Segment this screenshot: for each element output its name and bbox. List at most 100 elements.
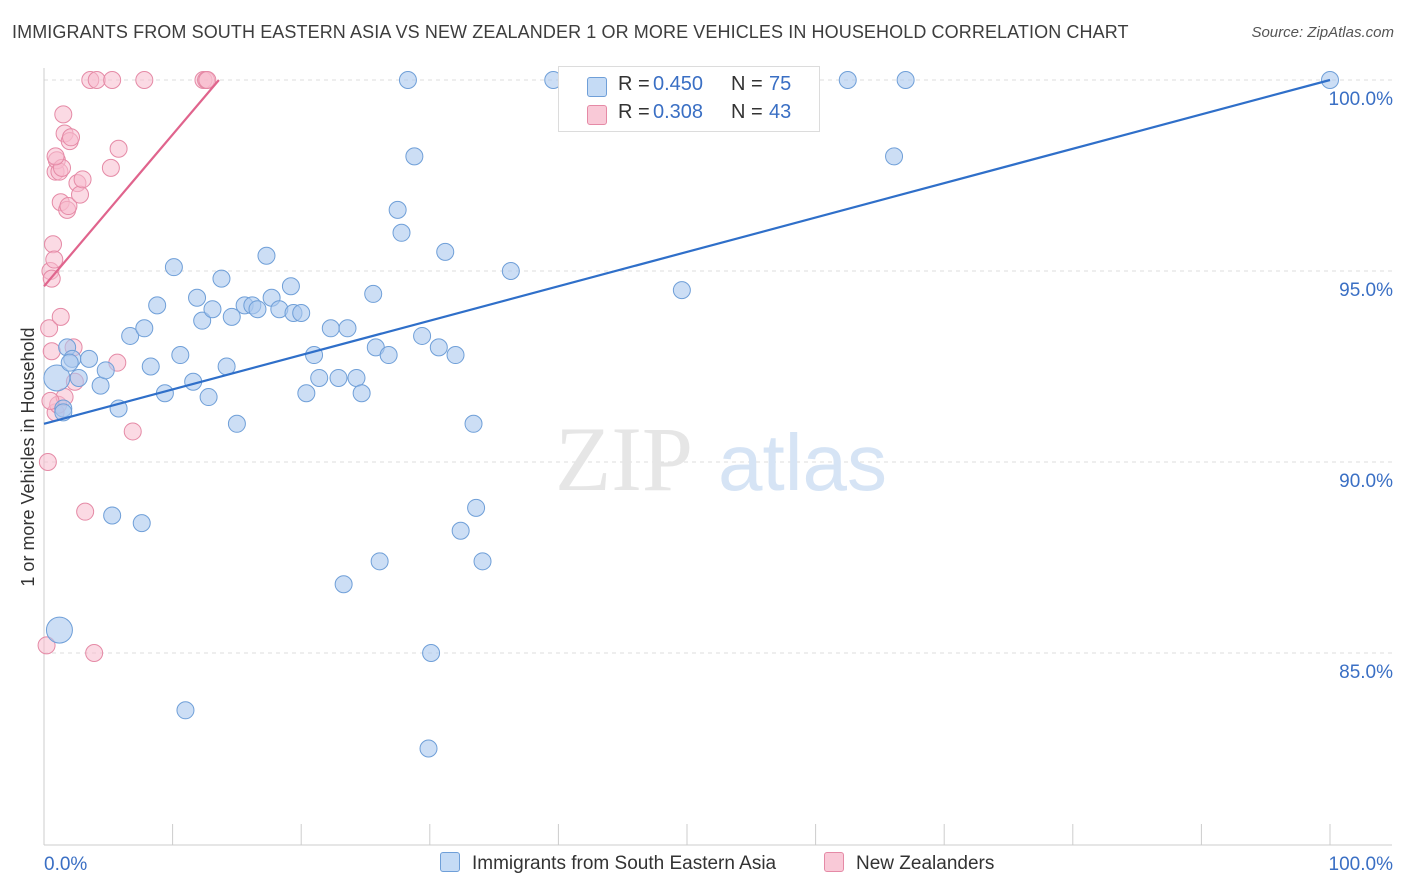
data-point-immigrants-sea bbox=[838, 71, 857, 89]
data-point-immigrants-sea bbox=[199, 388, 218, 407]
data-point-immigrants-sea bbox=[419, 739, 438, 758]
data-point-new-zealanders bbox=[85, 644, 104, 662]
legend-swatch-blue bbox=[587, 77, 607, 97]
y-tick-label: 85.0% bbox=[1339, 662, 1393, 683]
chart-title: IMMIGRANTS FROM SOUTH EASTERN ASIA VS NE… bbox=[12, 22, 1129, 42]
data-point-immigrants-sea bbox=[297, 384, 316, 403]
data-point-new-zealanders bbox=[103, 71, 122, 89]
data-point-immigrants-sea bbox=[91, 376, 110, 395]
legend-swatch-pink bbox=[587, 105, 607, 125]
series-new-zealanders bbox=[37, 71, 217, 662]
source-label: Source: ZipAtlas.com bbox=[1251, 24, 1394, 41]
data-point-new-zealanders bbox=[44, 235, 63, 254]
legend-n-value: 75 bbox=[769, 73, 792, 95]
y-tick-labels: 85.0% 90.0% 95.0% 100.0% bbox=[1329, 89, 1394, 683]
data-point-immigrants-sea bbox=[379, 346, 398, 365]
data-point-immigrants-sea bbox=[467, 498, 486, 517]
legend-n-value: 43 bbox=[769, 101, 792, 123]
data-point-immigrants-sea bbox=[176, 701, 195, 720]
data-point-new-zealanders bbox=[198, 71, 217, 89]
data-point-immigrants-sea bbox=[473, 552, 492, 571]
data-point-immigrants-sea bbox=[405, 147, 424, 166]
data-point-immigrants-sea bbox=[132, 514, 151, 533]
data-point-immigrants-sea bbox=[80, 349, 99, 368]
data-point-new-zealanders bbox=[87, 71, 106, 89]
data-point-immigrants-sea bbox=[321, 319, 340, 338]
legend-r-value: 0.308 bbox=[653, 101, 704, 123]
data-point-immigrants-sea bbox=[257, 246, 276, 265]
data-point-immigrants-sea bbox=[193, 311, 212, 330]
data-point-immigrants-sea bbox=[141, 357, 160, 376]
data-point-new-zealanders bbox=[71, 185, 90, 204]
data-point-immigrants-sea bbox=[103, 506, 122, 525]
data-point-immigrants-sea bbox=[135, 319, 154, 338]
data-point-immigrants-sea bbox=[248, 300, 267, 319]
data-point-immigrants-sea bbox=[310, 368, 329, 387]
bottom-legend-pink: New Zealanders bbox=[824, 852, 994, 875]
data-point-immigrants-sea bbox=[347, 368, 366, 387]
data-point-new-zealanders bbox=[109, 139, 128, 158]
bottom-legend-swatch-blue bbox=[440, 852, 460, 872]
y-tick-label: 95.0% bbox=[1339, 280, 1393, 301]
trend-lines bbox=[43, 78, 1331, 425]
y-axis-label: 1 or more Vehicles in Household bbox=[18, 327, 38, 586]
data-point-immigrants-sea bbox=[413, 326, 432, 345]
data-point-immigrants-sea bbox=[398, 71, 417, 89]
data-point-new-zealanders bbox=[135, 71, 154, 89]
legend-r-label: R = bbox=[618, 73, 650, 95]
data-point-immigrants-sea bbox=[334, 575, 353, 594]
watermark: ZIP atlas bbox=[555, 408, 887, 510]
data-point-new-zealanders bbox=[40, 319, 59, 338]
data-point-immigrants-sea bbox=[501, 262, 520, 280]
data-point-new-zealanders bbox=[45, 250, 64, 269]
data-point-new-zealanders bbox=[51, 307, 70, 326]
data-point-immigrants-sea bbox=[370, 552, 389, 571]
data-point-immigrants-sea bbox=[338, 319, 357, 338]
gridlines bbox=[44, 79, 1392, 654]
data-point-immigrants-sea bbox=[392, 223, 411, 242]
data-point-new-zealanders bbox=[76, 502, 95, 521]
data-point-immigrants-sea bbox=[896, 71, 915, 89]
legend-r-value: 0.450 bbox=[653, 73, 704, 95]
data-point-immigrants-sea bbox=[429, 338, 448, 357]
data-point-immigrants-sea bbox=[672, 281, 691, 300]
data-point-immigrants-sea bbox=[222, 307, 241, 326]
trend-line-immigrants-sea bbox=[43, 78, 1331, 425]
data-point-immigrants-sea bbox=[96, 361, 115, 380]
data-point-immigrants-sea bbox=[451, 521, 470, 540]
watermark-atlas: atlas bbox=[718, 418, 887, 507]
data-point-immigrants-sea bbox=[212, 269, 231, 288]
watermark-zip: ZIP bbox=[555, 408, 693, 510]
data-point-immigrants-sea bbox=[352, 384, 371, 403]
data-point-immigrants-sea bbox=[45, 616, 73, 644]
data-point-immigrants-sea bbox=[388, 200, 407, 219]
x-tick-labels: 0.0% 100.0% bbox=[44, 854, 1393, 875]
legend-r-label: R = bbox=[618, 101, 650, 123]
data-point-immigrants-sea bbox=[329, 368, 348, 387]
data-point-new-zealanders bbox=[42, 342, 61, 361]
legend: R = 0.450 N = 75 R = 0.308 N = 43 bbox=[558, 66, 820, 132]
bottom-legend-swatch-pink bbox=[824, 852, 844, 872]
data-point-immigrants-sea bbox=[464, 414, 483, 433]
legend-n-label: N = bbox=[731, 73, 763, 95]
data-point-new-zealanders bbox=[46, 147, 65, 166]
data-point-new-zealanders bbox=[37, 636, 56, 655]
data-point-immigrants-sea bbox=[227, 414, 246, 433]
data-point-immigrants-sea bbox=[292, 304, 311, 323]
trend-line-new-zealanders bbox=[43, 79, 220, 287]
data-point-immigrants-sea bbox=[281, 277, 300, 296]
data-point-immigrants-sea bbox=[188, 288, 207, 307]
data-point-immigrants-sea bbox=[164, 258, 183, 277]
data-point-immigrants-sea bbox=[171, 346, 190, 365]
data-point-new-zealanders bbox=[123, 422, 142, 441]
bottom-legend-label-pink: New Zealanders bbox=[856, 853, 995, 874]
data-point-immigrants-sea bbox=[60, 353, 79, 372]
x-tick-label: 0.0% bbox=[44, 854, 87, 875]
y-tick-label: 90.0% bbox=[1339, 471, 1393, 492]
data-point-new-zealanders bbox=[73, 170, 92, 189]
data-point-immigrants-sea bbox=[148, 296, 167, 315]
data-point-immigrants-sea bbox=[436, 242, 455, 261]
data-point-new-zealanders bbox=[54, 105, 73, 124]
data-point-new-zealanders bbox=[62, 128, 81, 147]
data-point-immigrants-sea bbox=[446, 346, 465, 365]
